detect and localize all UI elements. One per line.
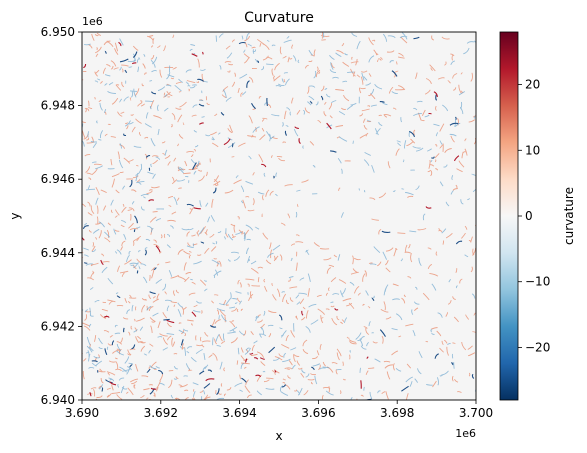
y-tick-label: 6.950 [41,25,75,39]
y-tick-label: 6.946 [41,172,75,186]
x-axis-ticks: 3.690 3.692 3.694 3.696 3.698 3.700 [65,400,493,420]
colorbar-tick-label: −10 [525,275,550,289]
chart-title: Curvature [244,10,314,26]
y-offset-label: 1e6 [82,15,103,28]
colorbar-tick-label: 0 [525,209,533,223]
y-tick-label: 6.944 [41,246,75,260]
y-tick-label: 6.940 [41,393,75,407]
x-tick-label: 3.700 [459,406,493,420]
plot-frame [81,31,477,401]
colorbar-tick-label: 10 [525,143,540,157]
x-tick-label: 3.694 [222,406,256,420]
x-tick-label: 3.696 [301,406,335,420]
y-axis-label: y [8,212,22,219]
plot-area [81,31,477,401]
colorbar-tick-label: 20 [525,78,540,92]
x-axis-label: x [275,429,282,443]
colorbar-ticks: 20 10 0 −10 −20 [518,78,550,354]
colorbar-gradient [500,32,518,400]
y-tick-label: 6.948 [41,99,75,113]
y-tick-label: 6.942 [41,319,75,333]
x-tick-label: 3.692 [144,406,178,420]
y-axis-ticks: 6.940 6.942 6.944 6.946 6.948 6.950 [41,25,82,407]
plot-background [82,32,476,400]
x-tick-label: 3.690 [65,406,99,420]
x-offset-label: 1e6 [455,427,476,440]
x-tick-label: 3.698 [380,406,414,420]
strong-negative-curvature-speckle [82,36,475,400]
negative-curvature-speckle [82,32,476,400]
colorbar-label: curvature [562,187,576,245]
colorbar: 20 10 0 −10 −20 curvature [499,31,576,401]
positive-curvature-speckle [82,32,476,400]
strong-positive-curvature-speckle [82,41,460,397]
colorbar-tick-label: −20 [525,340,550,354]
curvature-texture [82,32,476,400]
